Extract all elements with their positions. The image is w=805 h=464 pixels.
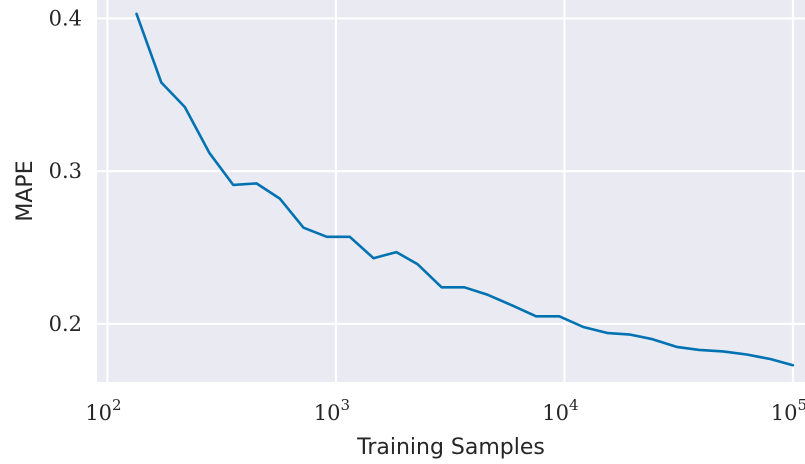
y-axis-label: MAPE xyxy=(13,160,38,221)
series-lines xyxy=(135,12,795,367)
plot-background xyxy=(97,0,805,382)
y-tick-label: 0.4 xyxy=(49,6,82,30)
grid-lines xyxy=(97,0,805,382)
y-tick-label: 0.2 xyxy=(49,312,82,336)
x-tick-label: 103 xyxy=(314,396,350,425)
tick-labels: 102 103 104 105 0.2 0.3 0.4 xyxy=(49,6,805,425)
x-tick-label: 102 xyxy=(85,396,121,425)
x-axis-label: Training Samples xyxy=(356,435,545,460)
x-tick-label: 105 xyxy=(771,396,805,425)
y-tick-label: 0.3 xyxy=(49,159,82,183)
series-line xyxy=(135,12,795,367)
x-tick-label: 104 xyxy=(542,396,578,425)
